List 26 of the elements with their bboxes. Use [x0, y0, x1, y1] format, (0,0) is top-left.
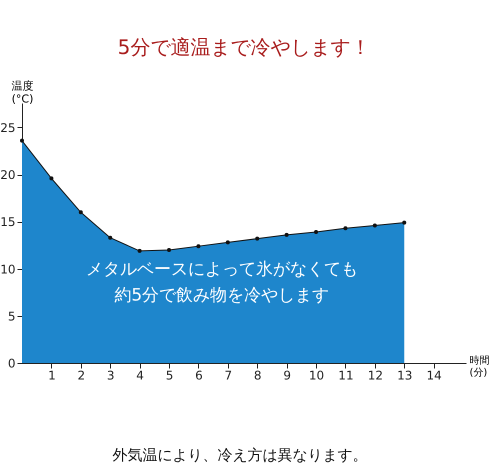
y-tick-label: 0 [8, 356, 16, 370]
x-axis-title: 時間 (分) [470, 354, 490, 378]
x-tick-label: 12 [368, 368, 383, 382]
y-tick-label: 25 [0, 120, 16, 135]
x-tick-label: 11 [338, 368, 354, 382]
y-axis-title: 温度 (°C) [12, 80, 34, 106]
x-tick-label: 6 [195, 368, 203, 382]
annotation: メタルベースによって氷がなくても [86, 259, 358, 280]
chart-title: 5分で適温まで冷やします！ [118, 35, 370, 59]
x-tick-label: 5 [166, 368, 174, 382]
annotation: 約5分で飲み物を冷やします [114, 285, 330, 306]
y-tick-label: 20 [0, 168, 16, 182]
x-tick-label: 9 [283, 368, 291, 382]
y-tick-label: 15 [0, 215, 16, 230]
text: 外気温により、冷え方は異なります。 [112, 446, 368, 464]
x-tick-label: 4 [136, 368, 144, 382]
x-tick-label: 1 [48, 368, 56, 382]
x-tick-label: 10 [308, 368, 324, 382]
x-tick-label: 3 [106, 368, 115, 382]
x-tick-label: 8 [254, 368, 262, 382]
x-tick-label: 13 [397, 368, 412, 382]
x-tick-label: 7 [224, 368, 232, 382]
x-tick-label: 2 [77, 368, 86, 382]
y-tick-label: 10 [0, 262, 16, 276]
y-tick-label: 5 [8, 309, 16, 324]
x-tick-label: 14 [426, 368, 442, 382]
